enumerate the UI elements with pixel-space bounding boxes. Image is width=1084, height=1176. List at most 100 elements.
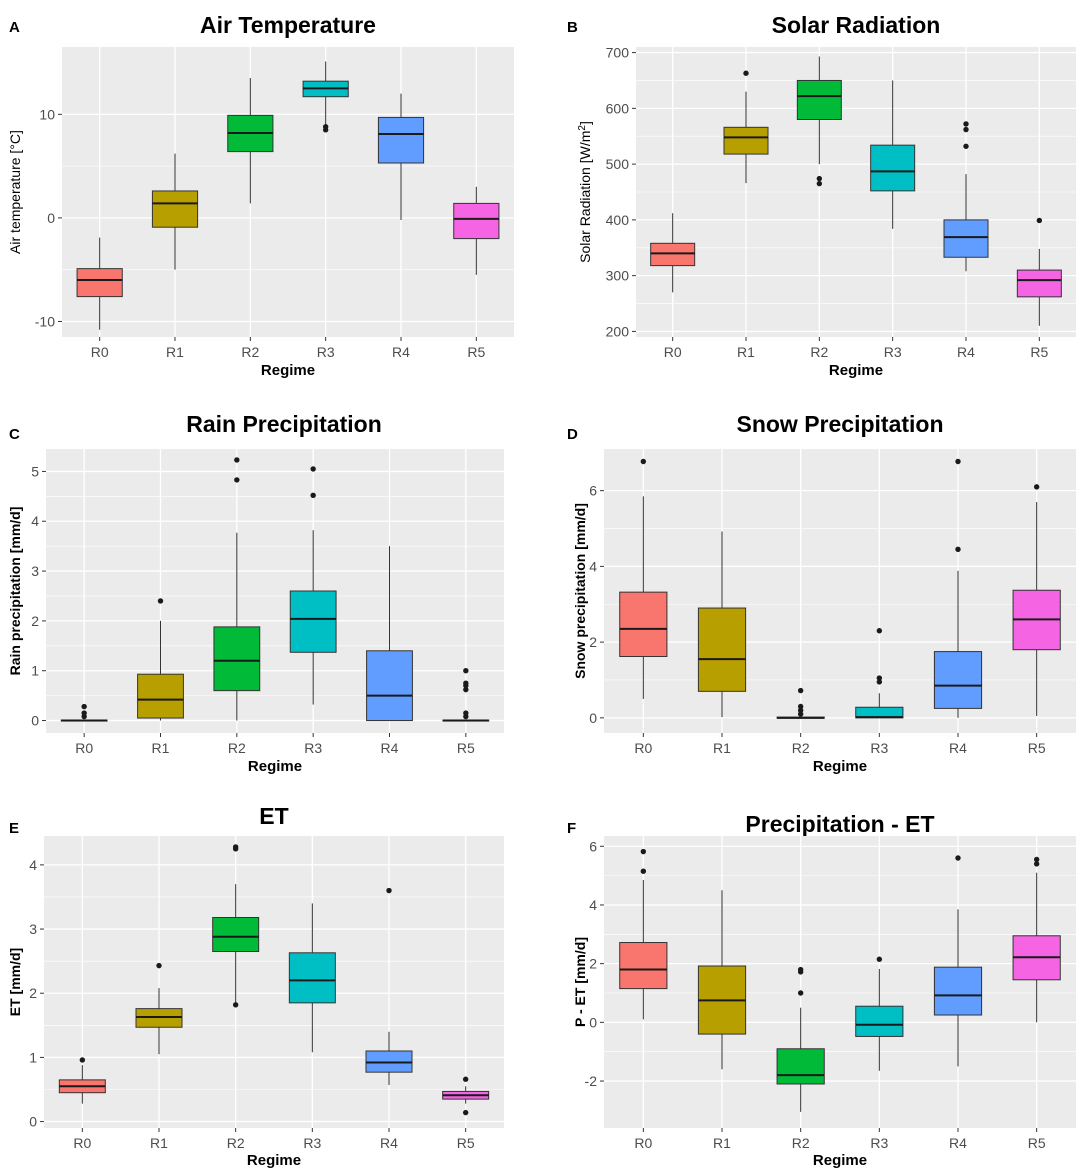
outlier-point — [816, 175, 823, 182]
outlier-point — [81, 703, 87, 710]
outlier-point — [234, 477, 240, 483]
panel-letter: B — [567, 19, 578, 36]
outlier-point — [234, 457, 240, 463]
x-axis-label: Regime — [247, 1152, 301, 1169]
outlier-point — [462, 1076, 469, 1082]
y-axis-label-end: ] — [577, 121, 593, 125]
x-tick-label: R3 — [870, 1135, 888, 1151]
outlier-point — [955, 855, 961, 861]
y-tick-label: 4 — [29, 857, 37, 873]
y-tick-label: 700 — [606, 45, 630, 61]
y-tick-label: 2 — [589, 634, 597, 650]
y-tick-label: 600 — [606, 100, 630, 116]
x-tick-label: R0 — [73, 1135, 91, 1151]
y-axis-label: Air temperature [°C] — [7, 130, 23, 254]
outlier-point — [1036, 217, 1043, 224]
y-axis-label: Solar Radiation [W/m2] — [577, 121, 594, 263]
x-tick-label: R1 — [713, 740, 731, 756]
outlier-point — [797, 966, 804, 973]
x-tick-label: R1 — [152, 740, 170, 756]
chart-title: Air Temperature — [200, 12, 376, 38]
panel-letter: A — [9, 19, 20, 36]
box-r2 — [213, 626, 261, 692]
plot-background — [62, 47, 514, 337]
outlier-point — [79, 1057, 86, 1063]
outlier-point — [157, 598, 164, 604]
x-tick-label: R5 — [1028, 1135, 1046, 1151]
outlier-point — [463, 710, 469, 716]
box-r3 — [289, 590, 337, 653]
x-tick-label: R4 — [381, 740, 399, 756]
y-tick-label: 0 — [47, 210, 55, 226]
x-tick-label: R3 — [304, 740, 322, 756]
x-tick-label: R5 — [457, 740, 475, 756]
y-axis-label: ET [mm/d] — [7, 948, 23, 1016]
outlier-point — [797, 990, 804, 996]
y-tick-label: 300 — [606, 268, 630, 284]
y-tick-label: 2 — [29, 985, 37, 1001]
x-tick-label: R1 — [150, 1135, 168, 1151]
outlier-point — [743, 70, 749, 76]
y-tick-label: 0 — [589, 710, 597, 726]
outlier-point — [797, 711, 804, 717]
outlier-point — [876, 628, 883, 634]
x-axis-label: Regime — [813, 1152, 867, 1169]
x-tick-label: R4 — [392, 344, 410, 360]
panel-letter: E — [9, 820, 20, 837]
y-tick-label: -2 — [585, 1073, 598, 1089]
y-tick-label: 2 — [31, 613, 39, 629]
outlier-point — [797, 703, 804, 710]
outlier-point — [322, 124, 329, 130]
y-tick-label: 0 — [589, 1014, 597, 1030]
outlier-point — [156, 962, 162, 969]
x-tick-label: R4 — [949, 740, 967, 756]
y-tick-label: 6 — [589, 483, 597, 499]
outlier-point — [463, 668, 469, 674]
x-tick-label: R5 — [1030, 344, 1048, 360]
x-tick-label: R4 — [957, 344, 975, 360]
y-tick-label: 1 — [29, 1049, 37, 1065]
y-tick-label: 400 — [606, 212, 630, 228]
x-tick-label: R5 — [467, 344, 485, 360]
box-r2 — [776, 1048, 825, 1085]
y-tick-label: 5 — [31, 463, 39, 479]
box-r3 — [855, 1005, 904, 1037]
outlier-point — [963, 143, 969, 149]
outlier-point — [816, 180, 823, 187]
outlier-point — [640, 868, 647, 874]
outlier-point — [81, 710, 87, 716]
y-tick-label: 1 — [31, 663, 39, 679]
outlier-point — [797, 687, 804, 694]
y-tick-label: 0 — [31, 713, 39, 729]
y-tick-label: 10 — [39, 106, 55, 122]
outlier-point — [1033, 861, 1040, 867]
x-tick-label: R5 — [1028, 740, 1046, 756]
box-r1 — [137, 673, 184, 719]
outlier-point — [797, 707, 804, 713]
y-tick-label: 200 — [606, 323, 630, 339]
plot-background — [604, 836, 1076, 1128]
x-tick-label: R4 — [949, 1135, 967, 1151]
outlier-point — [876, 679, 883, 685]
outlier-point — [386, 887, 392, 894]
panel-letter: D — [567, 426, 578, 443]
outlier-point — [463, 686, 469, 693]
box-r4 — [933, 651, 983, 709]
x-tick-label: R1 — [737, 344, 755, 360]
box-r4 — [933, 966, 983, 1016]
y-tick-label: 4 — [31, 513, 39, 529]
box-r3 — [870, 144, 916, 192]
box-r1 — [697, 607, 747, 692]
outlier-point — [310, 492, 316, 499]
box-r0 — [76, 268, 123, 298]
panel-letter: F — [567, 820, 577, 837]
x-tick-label: R3 — [870, 740, 888, 756]
box-r1 — [151, 190, 199, 228]
x-tick-label: R0 — [91, 344, 109, 360]
box-r0 — [650, 242, 696, 267]
outlier-point — [640, 848, 647, 855]
x-tick-label: R2 — [792, 740, 810, 756]
y-tick-label: 4 — [589, 558, 597, 574]
